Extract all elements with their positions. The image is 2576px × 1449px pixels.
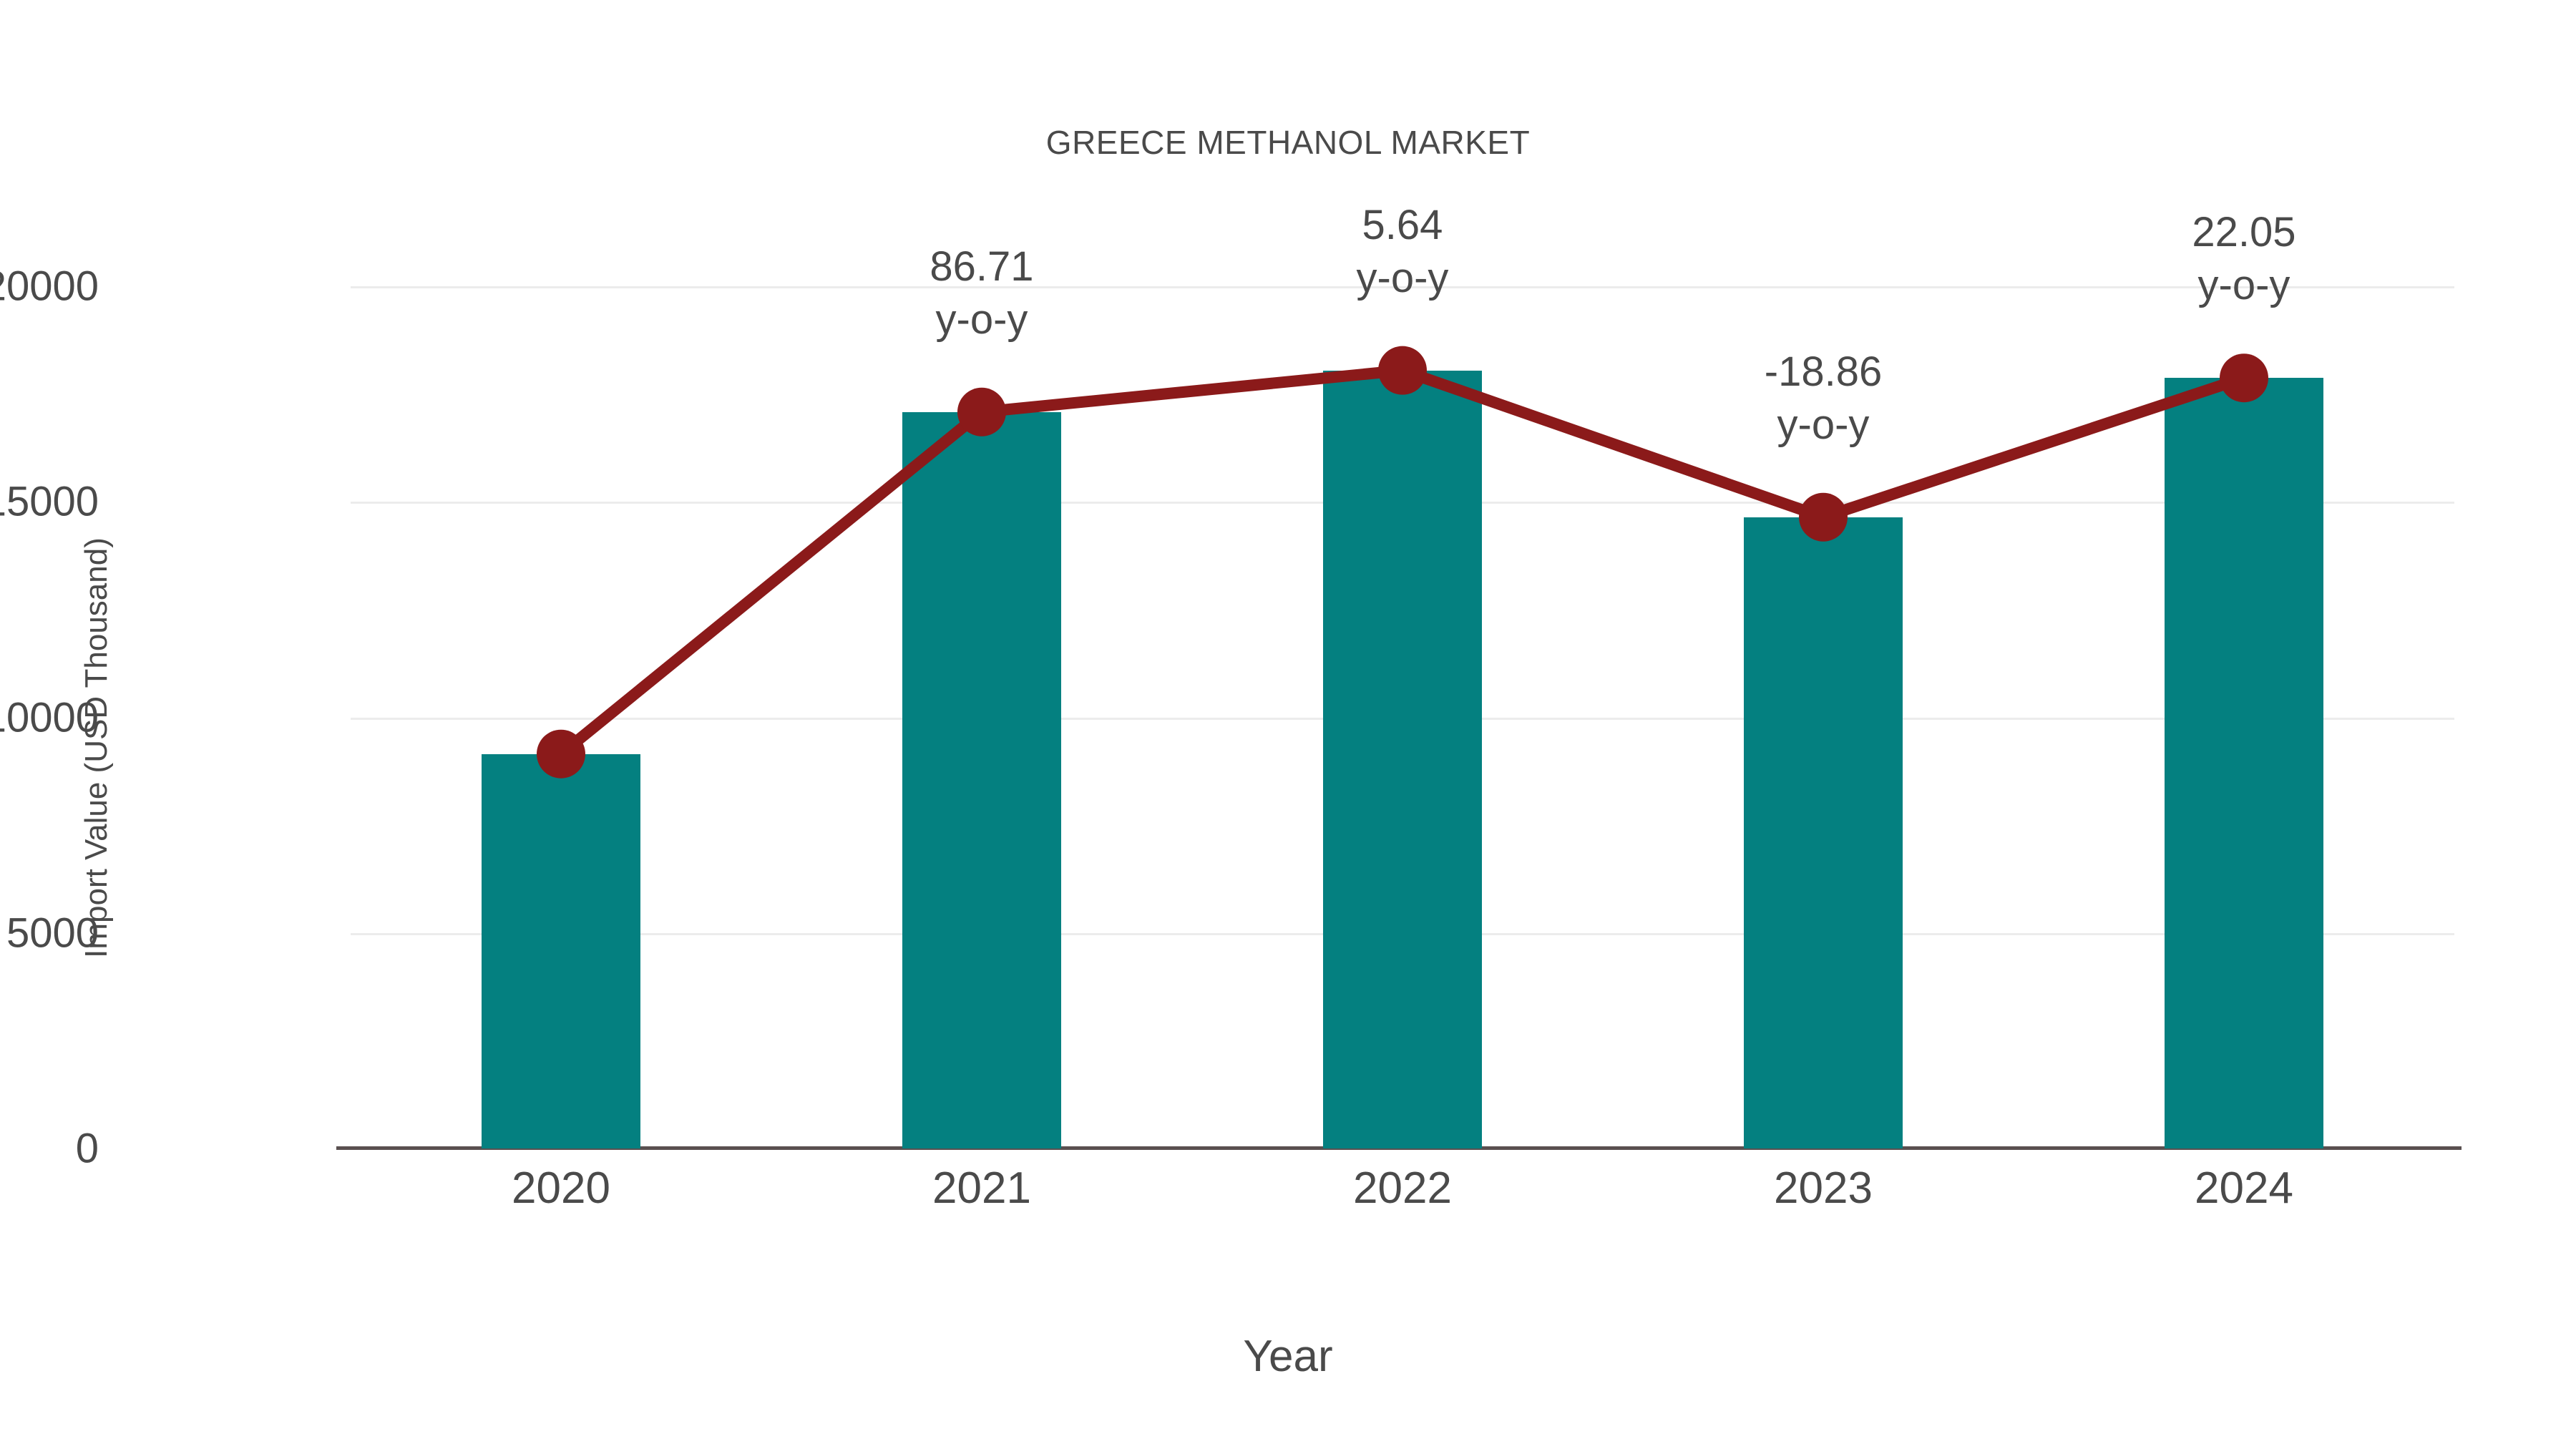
yoy-annotation: -18.86 y-o-y [1637, 346, 2009, 452]
chart-title: GREECE METHANOL MARKET [1045, 124, 1531, 161]
x-axis-tick-label: 2022 [1353, 1163, 1452, 1213]
bar [1323, 370, 1482, 1148]
x-axis-tick-label: 2024 [2195, 1163, 2293, 1213]
bar [902, 411, 1061, 1148]
yoy-unit: y-o-y [1777, 401, 1870, 448]
bar [482, 753, 640, 1148]
yoy-unit: y-o-y [935, 296, 1028, 343]
yoy-annotation: 86.71 y-o-y [796, 240, 1168, 346]
bar [2165, 378, 2323, 1148]
x-axis-tick-label: 2023 [1774, 1163, 1873, 1213]
y-axis-tick-label: 20000 [0, 263, 99, 310]
x-axis-tick-label: 2021 [932, 1163, 1031, 1213]
y-axis-tick-label: 0 [75, 1125, 99, 1172]
y-axis-tick-label: 5000 [6, 909, 99, 957]
plot-area [336, 286, 2462, 1150]
yoy-value: 86.71 [930, 243, 1034, 290]
x-axis-title: Year [1243, 1332, 1333, 1381]
y-axis-tick-label: 10000 [0, 694, 99, 741]
yoy-value: 22.05 [2192, 209, 2296, 256]
gridline [351, 286, 2454, 288]
yoy-unit: y-o-y [2197, 262, 2290, 309]
x-axis-tick-label: 2020 [512, 1163, 610, 1213]
yoy-unit: y-o-y [1356, 254, 1449, 301]
bar [1744, 517, 1903, 1148]
y-axis-tick-label: 15000 [0, 478, 99, 525]
yoy-annotation: 22.05 y-o-y [2058, 206, 2430, 312]
yoy-value: -18.86 [1764, 348, 1883, 395]
yoy-value: 5.64 [1362, 201, 1443, 248]
yoy-annotation: 5.64 y-o-y [1216, 199, 1589, 305]
